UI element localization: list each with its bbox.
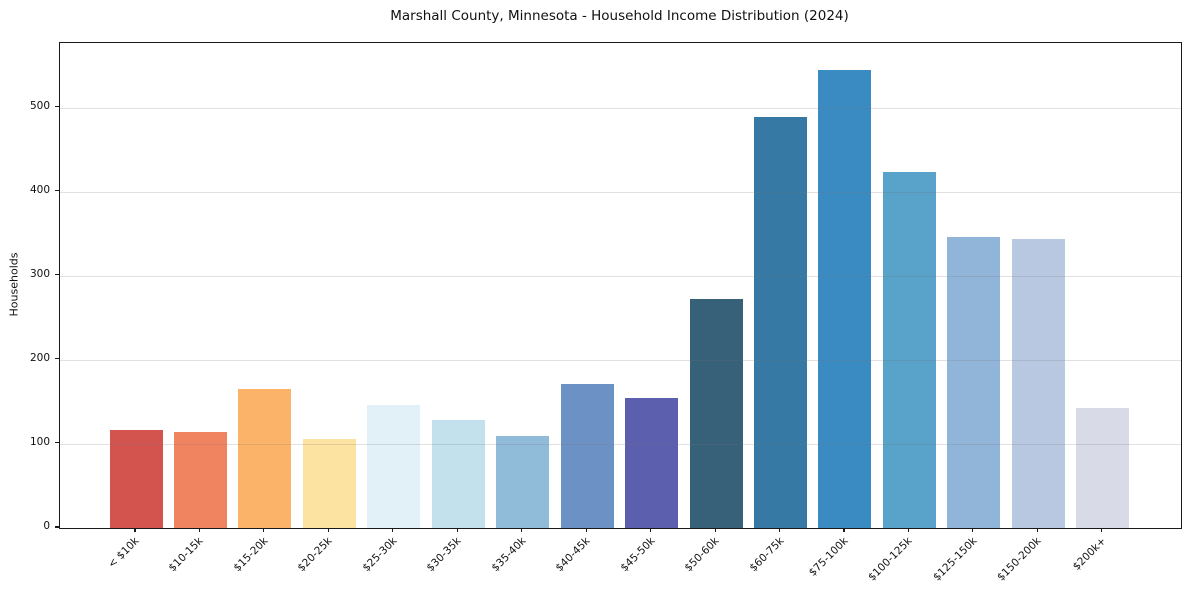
- bar-$30-35k: [431, 420, 485, 528]
- y-tick-mark-400: [55, 190, 59, 192]
- x-tick-mark-$100-125k: [907, 528, 909, 532]
- x-tick-mark-$25-30k: [392, 528, 394, 532]
- x-tick-mark-$15-20k: [263, 528, 265, 532]
- bar-$50-60k: [689, 298, 743, 528]
- bar-$10-15k: [173, 432, 227, 528]
- y-tick-label-400: 400: [29, 183, 50, 196]
- chart-title: Marshall County, Minnesota - Household I…: [390, 8, 849, 24]
- bar-< $10k: [109, 429, 163, 528]
- x-tick-mark-$200k+: [1101, 528, 1103, 532]
- bar-$60-75k: [754, 117, 807, 528]
- gridline-300: [60, 275, 1181, 277]
- gridline-500: [60, 107, 1181, 109]
- y-tick-label-200: 200: [29, 351, 50, 364]
- gridline-400: [60, 191, 1181, 193]
- gridline-200: [60, 359, 1181, 361]
- x-tick-mark-$20-25k: [327, 528, 329, 532]
- x-tick-mark-$150-200k: [1036, 528, 1038, 532]
- x-tick-mark-$75-100k: [843, 528, 845, 532]
- y-tick-label-300: 300: [29, 267, 50, 280]
- bar-$150-200k: [1011, 238, 1065, 528]
- bar-$100-125k: [882, 172, 936, 528]
- bar-$25-30k: [367, 405, 421, 528]
- y-tick-label-500: 500: [29, 99, 50, 112]
- bar-$35-40k: [496, 436, 550, 528]
- x-tick-mark-$45-50k: [650, 528, 652, 532]
- x-tick-mark-$40-45k: [585, 528, 587, 532]
- bar-$40-45k: [560, 384, 614, 528]
- x-tick-mark-$30-35k: [456, 528, 458, 532]
- gridline-100: [60, 443, 1181, 445]
- bar-$75-100k: [818, 69, 872, 528]
- x-tick-mark-$60-75k: [778, 528, 781, 532]
- y-tick-label-100: 100: [29, 435, 50, 448]
- plot-area: [59, 42, 1182, 529]
- y-tick-mark-500: [55, 106, 59, 108]
- x-tick-mark-$35-40k: [521, 528, 523, 532]
- y-tick-mark-0: [55, 526, 59, 528]
- x-tick-mark-$50-60k: [714, 528, 716, 532]
- y-axis-label: Households: [7, 252, 21, 317]
- bar-$20-25k: [302, 438, 356, 528]
- y-tick-mark-300: [55, 274, 59, 276]
- bar-$15-20k: [238, 388, 292, 528]
- bar-$200k+: [1076, 407, 1130, 528]
- x-tick-mark-< $10k: [134, 528, 136, 532]
- x-tick-mark-$125-150k: [972, 528, 974, 532]
- x-tick-mark-$10-15k: [198, 528, 200, 532]
- y-tick-label-0: 0: [43, 520, 50, 532]
- x-tick-label-< $10k: < $10k: [105, 535, 142, 571]
- y-tick-mark-200: [55, 358, 59, 360]
- bar-$45-50k: [625, 397, 679, 528]
- bar-$125-150k: [947, 237, 1001, 528]
- y-tick-mark-100: [55, 442, 59, 444]
